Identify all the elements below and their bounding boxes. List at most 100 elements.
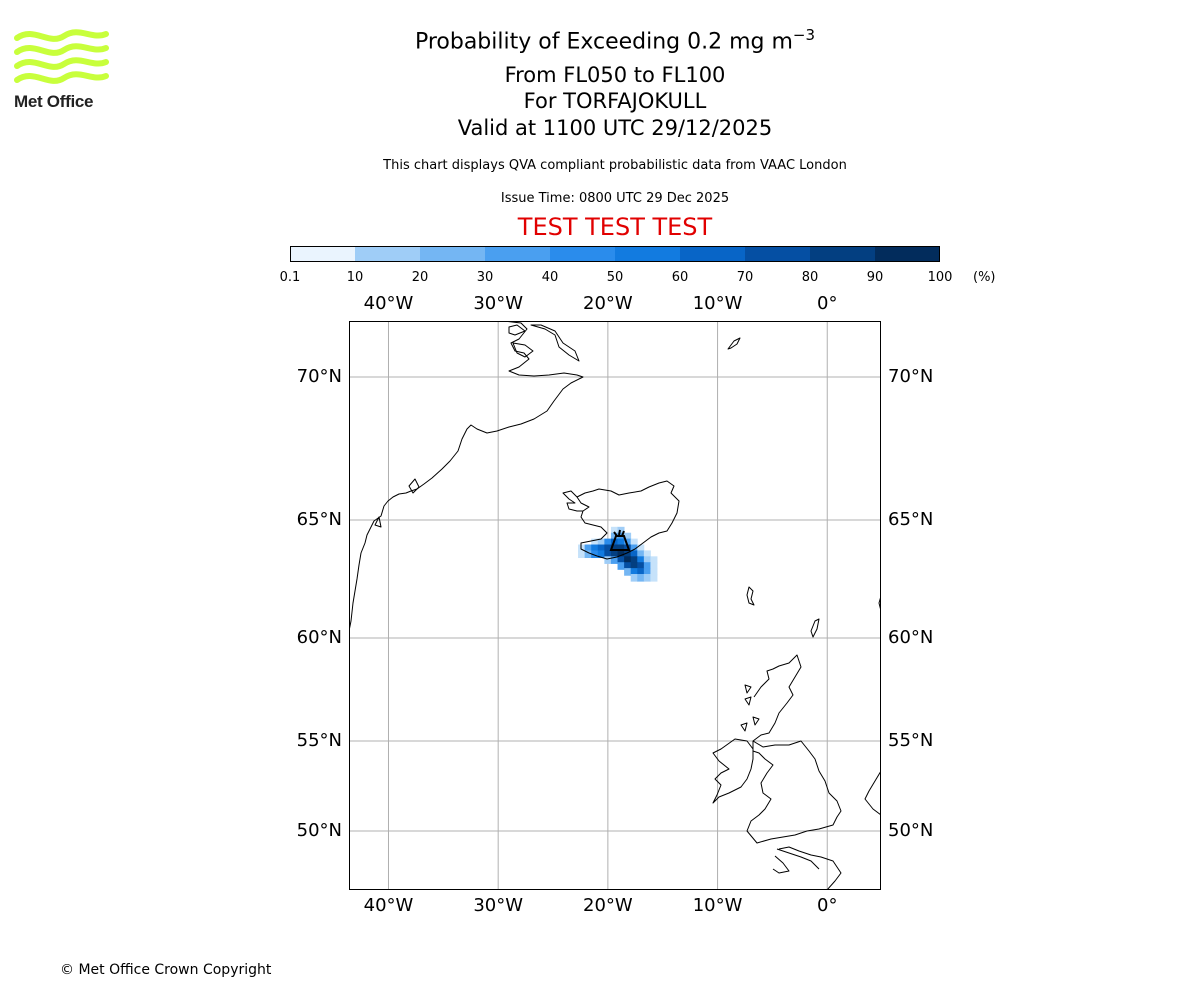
longitude-label: 10°W [692,293,743,314]
title-prefix: Probability of Exceeding 0.2 mg m [414,29,793,55]
greenland-fjords [374,324,580,528]
ash-cell [591,544,599,553]
iceland-westfjords [562,490,583,512]
ash-cell [610,544,618,553]
colorbar-segment [355,246,421,262]
longitude-label: 30°W [473,293,524,314]
ash-cell [630,544,638,553]
ash-cell [637,556,645,564]
longitude-label: 40°W [363,293,414,314]
france-coast [772,846,842,890]
ash-cell [630,568,638,576]
colorbar-segment [420,246,486,262]
latitude-label-left: 70°N [296,366,342,387]
shetland-islands [810,618,820,638]
ash-cell [624,532,632,541]
latitude-label-left: 65°N [296,509,342,530]
ash-cell [610,556,618,564]
ash-cell [604,538,612,547]
longitude-label: 40°W [363,895,414,916]
colorbar-tick-label: 20 [411,270,429,285]
longitude-label: 10°W [692,895,743,916]
ash-cell [643,550,651,559]
ash-cell [630,550,638,559]
ash-cell [578,550,586,559]
map-frame [349,321,881,890]
ash-cell [604,544,612,553]
netherlands-coast [864,770,881,816]
latitude-label-left: 50°N [296,820,342,841]
ash-cell [617,526,625,535]
colorbar-tick-label: 60 [671,270,689,285]
volcano-name: For TORFAJOKULL [523,89,707,113]
colorbar-segment [875,246,940,262]
ireland-coast [712,738,754,804]
coastlines [349,321,881,890]
colorbar-tick-label: 90 [866,270,884,285]
ash-cell [584,544,592,553]
ash-cell [624,556,632,564]
ash-cell [624,568,632,576]
ash-cell [591,538,599,547]
ash-cell [630,574,638,582]
ash-cell [617,544,625,553]
colorbar-segment [615,246,681,262]
ash-cell [650,556,658,564]
colorbar-tick-label: 50 [606,270,624,285]
ash-cell [643,562,651,570]
scotland-coast [752,654,802,742]
ash-cell [610,532,618,541]
britain-east-coast [746,740,842,844]
ash-cell [584,550,592,559]
colorbar-frame [290,246,940,262]
latitude-label-left: 60°N [296,627,342,648]
test-banner: TEST TEST TEST [517,213,713,241]
ash-cell [604,556,612,564]
logo-text: Met Office [14,92,94,111]
ash-cell [624,562,632,570]
ash-cell [637,568,645,576]
ash-cell [637,562,645,570]
ash-cell [650,568,658,576]
graticule [349,321,881,890]
longitude-label: 0° [817,895,838,916]
latitude-label-right: 70°N [888,366,934,387]
colorbar-segment [485,246,551,262]
colorbar-segment [550,246,616,262]
ash-cell [597,544,605,553]
ash-cell [617,550,625,559]
longitude-label: 0° [817,293,838,314]
colorbar-tick-label: 40 [541,270,559,285]
ash-cell [643,556,651,564]
longitude-label: 20°W [583,293,633,314]
colorbar [290,246,940,262]
colorbar-tick-label: 70 [736,270,754,285]
ash-cell [617,562,625,570]
ash-cell [637,574,645,582]
ash-cell [617,538,625,547]
ash-cell [637,550,645,559]
map [349,321,881,890]
ash-cell [643,568,651,576]
ash-cell [610,550,618,559]
faroe-islands [746,586,755,606]
ash-cell [578,544,586,553]
ash-cell [630,556,638,564]
colorbar-tick-label: 10 [346,270,364,285]
ash-cell [630,562,638,570]
title-exponent: −3 [792,26,816,44]
latitude-label-right: 60°N [888,627,934,648]
ash-cell [617,556,625,564]
colorbar-unit: (%) [973,270,996,285]
longitude-label: 30°W [473,895,524,916]
iceland-coast [576,480,680,560]
ash-cell [650,574,658,582]
chart-title: Probability of Exceeding 0.2 mg m−3 [0,26,1200,54]
colorbar-tick-label: 80 [801,270,819,285]
ash-cell [637,544,645,553]
scotland-islands [740,684,760,732]
colorbar-tick-label: 100 [927,270,953,285]
issue-time: Issue Time: 0800 UTC 29 Dec 2025 [500,191,730,206]
ash-cell [624,538,632,547]
subtitle: This chart displays QVA compliant probab… [383,158,847,173]
